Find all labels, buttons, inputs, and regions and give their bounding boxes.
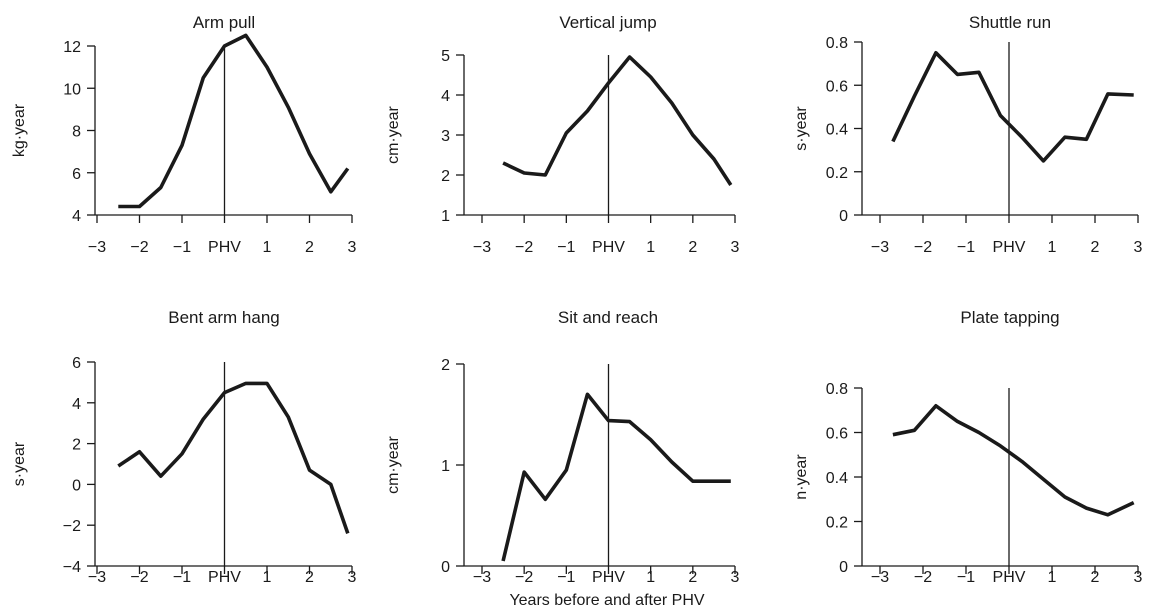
chart-title: Shuttle run	[969, 13, 1051, 32]
x-tick-label: 2	[1091, 239, 1100, 256]
y-tick-label: 0.2	[826, 165, 848, 182]
x-tick-label: −2	[914, 239, 932, 256]
x-tick-label: 3	[1134, 569, 1143, 586]
x-tick-label: −1	[173, 569, 191, 586]
x-tick-label: −1	[173, 239, 191, 256]
x-tick-label: 2	[688, 569, 697, 586]
x-tick-label: 2	[688, 239, 697, 256]
x-tick-label: −1	[957, 239, 975, 256]
chart-title: Plate tapping	[960, 308, 1059, 327]
x-tick-label: −2	[515, 569, 533, 586]
x-tick-label: 3	[348, 239, 357, 256]
x-tick-label: 2	[305, 239, 314, 256]
y-axis-label: cm·year	[385, 105, 402, 163]
figure-x-axis-label: Years before and after PHV	[509, 592, 704, 609]
x-tick-label: 1	[263, 239, 272, 256]
x-tick-label: −2	[914, 569, 932, 586]
y-tick-label: 0	[839, 559, 848, 576]
x-tick-label: 1	[1048, 569, 1057, 586]
x-tick-label: −1	[557, 569, 575, 586]
chart-panel: Bent arm hang −4 −2 0 2 4 6 −3 −2 −1 PHV 1 2 3 s·year	[11, 308, 357, 586]
x-tick-label: 3	[348, 569, 357, 586]
x-tick-label: −2	[515, 239, 533, 256]
chart-title: Arm pull	[193, 13, 255, 32]
x-tick-label: −1	[557, 239, 575, 256]
chart-title: Bent arm hang	[168, 308, 280, 327]
y-tick-label: 0	[839, 208, 848, 225]
x-tick-label: −3	[473, 569, 491, 586]
series-line	[118, 33, 350, 209]
x-tick-label: 1	[646, 569, 655, 586]
x-tick-label: −1	[957, 569, 975, 586]
y-tick-label: 4	[72, 208, 81, 225]
y-tick-label: 0.6	[826, 426, 848, 443]
y-tick-label: 1	[441, 458, 450, 475]
x-tick-label: 3	[731, 239, 740, 256]
y-tick-label: 5	[441, 48, 450, 65]
x-tick-label: 3	[731, 569, 740, 586]
series-line	[117, 381, 350, 534]
series-line	[891, 50, 1134, 163]
chart-panel: Plate tapping 0 0.2 0.4 0.6 0.8 −3 −2 −1 PHV 1 2 3 n·…	[793, 308, 1143, 586]
series-line	[892, 403, 1135, 517]
y-tick-label: 4	[441, 88, 450, 105]
series-line	[501, 392, 731, 562]
y-tick-label: 0.8	[826, 381, 848, 398]
y-tick-label: 0	[72, 477, 81, 494]
y-tick-label: 12	[63, 39, 81, 56]
y-tick-label: 1	[441, 208, 450, 225]
x-tick-label: PHV	[208, 569, 241, 586]
x-tick-label: −3	[871, 569, 889, 586]
x-tick-label: PHV	[592, 239, 625, 256]
x-tick-label: −2	[130, 569, 148, 586]
y-tick-label: 6	[72, 166, 81, 183]
x-tick-label: −3	[88, 239, 106, 256]
series-line	[502, 55, 733, 186]
x-tick-label: 3	[1134, 239, 1143, 256]
x-tick-label: PHV	[993, 239, 1026, 256]
y-axis-label: kg·year	[11, 103, 28, 157]
chart-panel: Vertical jump 1 2 3 4 5 −3 −2 −1 PHV 1 2 3 cm·year	[385, 13, 740, 256]
y-tick-label: 10	[63, 81, 81, 98]
y-tick-label: −2	[63, 518, 81, 535]
x-tick-label: 1	[1048, 239, 1057, 256]
y-tick-label: 0.6	[826, 78, 848, 95]
x-tick-label: −3	[88, 569, 106, 586]
x-tick-label: −3	[473, 239, 491, 256]
chart-title: Sit and reach	[558, 308, 658, 327]
y-tick-label: 8	[72, 124, 81, 141]
x-tick-label: −2	[130, 239, 148, 256]
y-tick-label: 6	[72, 355, 81, 372]
chart-title: Vertical jump	[559, 13, 656, 32]
y-tick-label: −4	[63, 559, 81, 576]
y-axis-label: cm·year	[385, 435, 402, 493]
y-tick-label: 0.2	[826, 515, 848, 532]
x-tick-label: 2	[305, 569, 314, 586]
x-tick-label: PHV	[993, 569, 1026, 586]
y-tick-label: 2	[441, 357, 450, 374]
x-tick-label: PHV	[208, 239, 241, 256]
chart-panel: Shuttle run 0 0.2 0.4 0.6 0.8 −3 −2 −1 PHV 1 2 3 s·ye…	[793, 13, 1143, 256]
x-tick-label: 1	[263, 569, 272, 586]
y-tick-label: 2	[72, 437, 81, 454]
y-tick-label: 0.4	[826, 122, 848, 139]
y-axis-label: n·year	[793, 454, 810, 500]
x-tick-label: 1	[646, 239, 655, 256]
x-tick-label: −3	[871, 239, 889, 256]
y-tick-label: 4	[72, 396, 81, 413]
y-tick-label: 0.8	[826, 35, 848, 52]
x-tick-label: 2	[1091, 569, 1100, 586]
y-tick-label: 0	[441, 559, 450, 576]
y-tick-label: 0.4	[826, 470, 848, 487]
y-tick-label: 3	[441, 128, 450, 145]
y-axis-label: s·year	[11, 441, 28, 486]
chart-panel: Sit and reach 0 1 2 −3 −2 −1 PHV 1 2 3 cm·year	[385, 308, 740, 586]
y-tick-label: 2	[441, 168, 450, 185]
y-axis-label: s·year	[793, 106, 810, 151]
x-tick-label: PHV	[592, 569, 625, 586]
